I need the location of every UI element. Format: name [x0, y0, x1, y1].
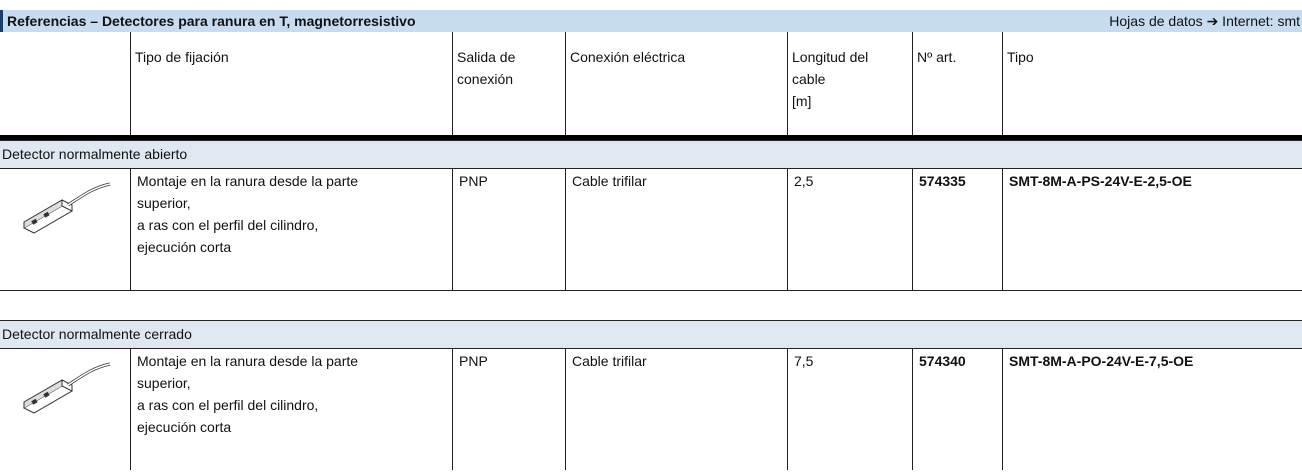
column-header: conexión: [457, 71, 514, 87]
column-rule: [452, 32, 453, 135]
mounting-text: ejecución corta: [137, 239, 232, 255]
column-rule: [1002, 348, 1003, 470]
sensor-icon: [22, 358, 112, 418]
mounting-text: ejecución corta: [137, 419, 232, 435]
column-rule: [565, 348, 566, 470]
sensor-drawing: [22, 362, 111, 414]
column-rule: [565, 32, 566, 135]
mounting-text: a ras con el perfil del cilindro,: [137, 217, 319, 233]
output-text: PNP: [459, 173, 488, 189]
column-rule: [787, 168, 788, 290]
mounting-text: superior,: [137, 195, 191, 211]
row-rule: [0, 348, 1302, 349]
row-rule: [0, 140, 1302, 141]
section-row: [0, 320, 1302, 348]
mounting-text: superior,: [137, 375, 191, 391]
sensor-drawing: [22, 182, 111, 234]
type-text: SMT-8M-A-PO-24V-E-7,5-OE: [1009, 353, 1194, 369]
connection-text: Cable trifilar: [572, 353, 647, 369]
row-rule: [0, 168, 1302, 169]
column-header: [m]: [792, 93, 812, 109]
type-text: SMT-8M-A-PS-24V-E-2,5-OE: [1009, 173, 1192, 189]
column-header: Tipo de fijación: [135, 49, 229, 65]
part-text: 574335: [919, 173, 966, 189]
mounting-text: a ras con el perfil del cilindro,: [137, 397, 319, 413]
column-rule: [787, 32, 788, 135]
length-text: 2,5: [794, 173, 814, 189]
section-row: [0, 140, 1302, 168]
column-rule: [912, 32, 913, 135]
column-rule: [130, 32, 131, 135]
part-text: 574340: [919, 353, 966, 369]
column-header: cable: [792, 71, 826, 87]
header-bar: Referencias – Detectores para ranura en …: [0, 10, 1302, 32]
row-rule: [0, 290, 1302, 291]
output-text: PNP: [459, 353, 488, 369]
connection-text: Cable trifilar: [572, 173, 647, 189]
section-title: Detector normalmente abierto: [2, 146, 188, 162]
column-header: Longitud del: [792, 49, 869, 65]
column-rule: [1002, 168, 1003, 290]
mounting-text: Montaje en la ranura desde la parte: [137, 173, 359, 189]
section-title: Detector normalmente cerrado: [2, 326, 192, 342]
sensor-icon: [22, 178, 112, 238]
length-text: 7,5: [794, 353, 814, 369]
column-rule: [787, 348, 788, 470]
row-rule: [0, 320, 1302, 321]
column-header: Nº art.: [917, 49, 957, 65]
mounting-text: Montaje en la ranura desde la parte: [137, 353, 359, 369]
column-rule: [912, 348, 913, 470]
column-rule: [565, 168, 566, 290]
column-rule: [130, 348, 131, 470]
column-rule: [1002, 32, 1003, 135]
column-rule: [452, 168, 453, 290]
header-rule: [0, 135, 1302, 140]
header-link: Hojas de datos ➔ Internet: smt: [1109, 13, 1300, 29]
column-header: Tipo: [1007, 49, 1034, 65]
header-title: Referencias – Detectores para ranura en …: [7, 13, 416, 29]
column-rule: [912, 168, 913, 290]
column-header: Salida de: [457, 49, 516, 65]
column-rule: [130, 168, 131, 290]
column-rule: [452, 348, 453, 470]
column-header: Conexión eléctrica: [570, 49, 686, 65]
